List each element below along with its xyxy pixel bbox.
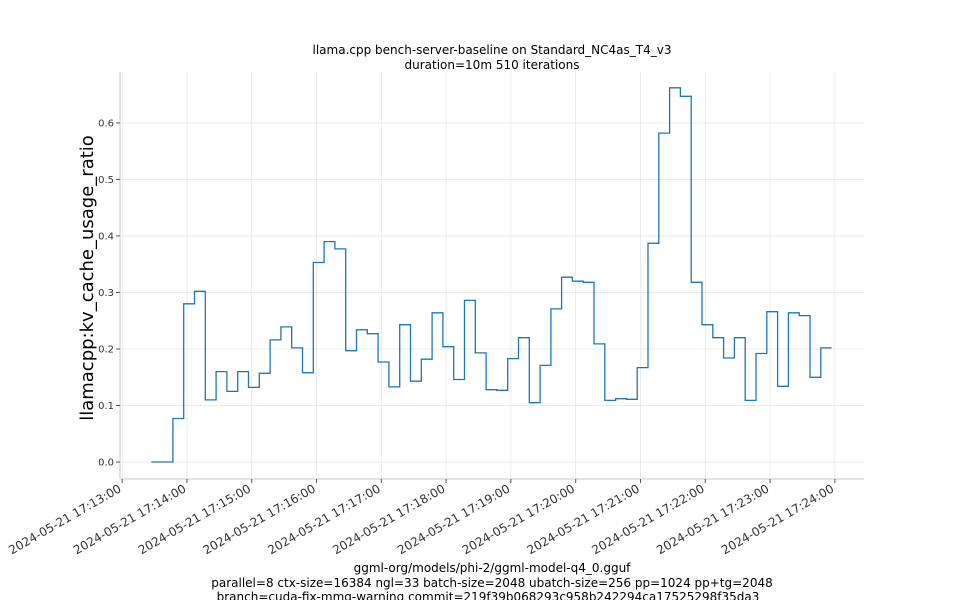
x-tick-label: 2024-05-21 17:22:00 <box>589 481 706 557</box>
x-tick-label: 2024-05-21 17:16:00 <box>201 481 318 557</box>
chart-title-line-1: llama.cpp bench-server-baseline on Stand… <box>313 43 672 57</box>
grid-layer <box>120 72 864 479</box>
x-tick-label: 2024-05-21 17:14:00 <box>71 481 188 557</box>
x-tick-label: 2024-05-21 17:15:00 <box>136 481 253 557</box>
y-tick-label: 0.2 <box>98 344 114 355</box>
y-tick-label: 0.4 <box>98 231 114 242</box>
y-tick-label: 0.3 <box>98 288 114 299</box>
x-tick-label: 2024-05-21 17:20:00 <box>460 481 577 557</box>
x-tick-label: 2024-05-21 17:13:00 <box>6 481 123 557</box>
x-tick-label: 2024-05-21 17:18:00 <box>330 481 447 557</box>
y-axis-ticks: 0.0 0.1 0.2 0.3 0.4 0.5 0.6 <box>98 118 120 469</box>
x-axis-label-line-3: branch=cuda-fix-mmq-warning commit=219f3… <box>217 590 760 600</box>
axes-frame <box>119 72 864 480</box>
x-tick-label: 2024-05-21 17:17:00 <box>265 481 382 557</box>
y-tick-label: 0.0 <box>98 458 114 469</box>
y-tick-label: 0.6 <box>98 118 114 129</box>
x-tick-label: 2024-05-21 17:19:00 <box>395 481 512 557</box>
x-tick-label: 2024-05-21 17:23:00 <box>654 481 771 557</box>
series-layer <box>151 87 832 463</box>
chart-title-line-2: duration=10m 510 iterations <box>405 58 580 72</box>
series-line-0 <box>151 87 832 463</box>
y-tick-label: 0.5 <box>98 175 114 186</box>
x-tick-label: 2024-05-21 17:21:00 <box>525 481 642 557</box>
y-tick-label: 0.1 <box>98 401 114 412</box>
x-axis-label-line-1: ggml-org/models/phi-2/ggml-model-q4_0.gg… <box>354 561 632 575</box>
x-axis-label-line-2: parallel=8 ctx-size=16384 ngl=33 batch-s… <box>211 576 772 590</box>
x-tick-label: 2024-05-21 17:24:00 <box>719 481 836 557</box>
y-axis-label: llamacpp:kv_cache_usage_ratio <box>77 135 98 421</box>
